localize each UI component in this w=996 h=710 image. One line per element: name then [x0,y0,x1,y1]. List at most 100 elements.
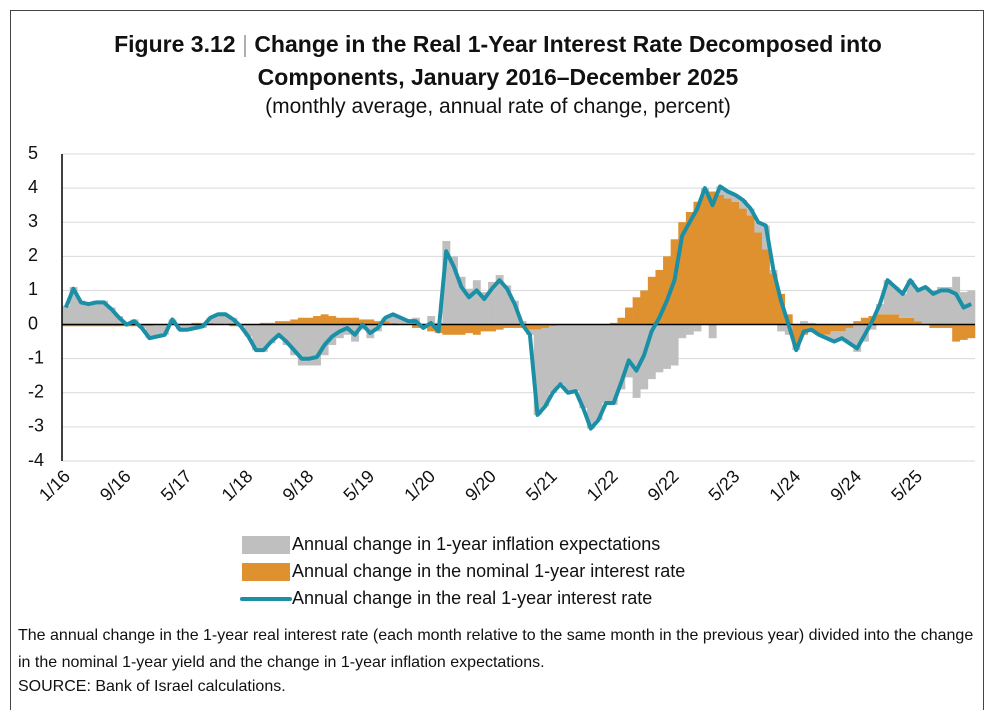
bar [701,194,710,325]
bar [290,324,299,356]
bar [670,324,679,366]
bar [206,322,215,325]
bar [640,290,649,325]
bar [290,319,299,325]
bar [153,324,162,337]
bar [845,324,854,328]
bar [647,324,656,380]
bar [838,331,846,339]
bar [632,324,641,398]
bar [77,300,86,325]
bar [411,324,420,328]
bar [754,222,763,233]
bar [906,280,915,318]
bar [533,329,542,415]
bar [967,324,976,339]
title-text: Change in the Real 1-Year Interest Rate … [254,31,882,90]
bar [929,324,938,328]
bar [335,317,344,325]
bar [107,307,116,325]
bar [906,317,915,325]
bar [282,324,291,346]
bar [191,322,200,325]
bar [571,324,580,392]
bar [739,200,748,209]
bar [792,324,801,346]
bar [69,324,78,327]
y-tick-label: 1 [28,279,38,299]
bar [921,287,930,325]
bar [183,324,192,330]
bar [229,324,238,327]
bar [107,324,116,327]
bar [655,324,664,373]
x-tick-label: 5/19 [339,466,378,505]
bar [777,293,786,325]
y-tick-label: -1 [28,347,44,367]
bar [959,324,968,340]
y-tick-label: 5 [28,143,38,163]
bar [465,288,474,325]
legend-swatch [242,536,290,554]
y-tick-label: -4 [28,450,44,470]
bar [480,292,489,325]
x-tick-label: 1/22 [583,466,622,505]
bar [343,317,352,325]
bar [472,324,481,335]
bar [944,287,953,325]
bar [495,275,504,325]
bar [526,324,535,330]
x-tick-label: 1/18 [218,466,257,505]
bar [609,322,618,325]
x-tick-label: 1/20 [400,466,439,505]
x-tick-label: 5/23 [705,466,744,505]
bar [891,314,900,325]
bar [282,321,291,325]
source: SOURCE: Bank of Israel calculations. [18,678,286,695]
bar [936,287,945,325]
bar [663,256,671,325]
bar [541,327,550,407]
bar [115,324,124,327]
bar [564,324,573,393]
bar [442,324,451,335]
y-tick-label: 4 [28,177,38,197]
x-tick-label: 5/25 [887,466,926,505]
bar [92,300,101,325]
bar [716,194,725,325]
bar [396,317,405,325]
bar [259,324,268,352]
bar [693,201,702,325]
bar [678,222,687,325]
bar [586,324,595,429]
bar [617,317,626,325]
bar [876,314,884,325]
bar [800,321,808,325]
bar [761,249,770,325]
bar [541,324,550,328]
bar [830,324,839,332]
bar [457,324,466,335]
bar [389,322,398,325]
bar [69,287,78,325]
bar [275,324,283,339]
x-tick-label: 5/21 [522,466,561,505]
bar [62,324,70,327]
bar [685,324,694,335]
bar [373,321,382,325]
bar [77,324,86,327]
bar [769,273,778,325]
bar [472,280,481,325]
bar [351,317,360,325]
bar [822,324,831,335]
bar [883,280,892,315]
legend-label: Annual change in the nominal 1-year inte… [292,561,685,581]
bar [685,211,694,325]
bar [450,324,458,335]
y-tick-label: 2 [28,245,38,265]
bar [138,324,146,327]
bar [914,321,923,325]
bar [495,324,504,330]
bar [62,305,70,325]
bar [914,290,923,322]
